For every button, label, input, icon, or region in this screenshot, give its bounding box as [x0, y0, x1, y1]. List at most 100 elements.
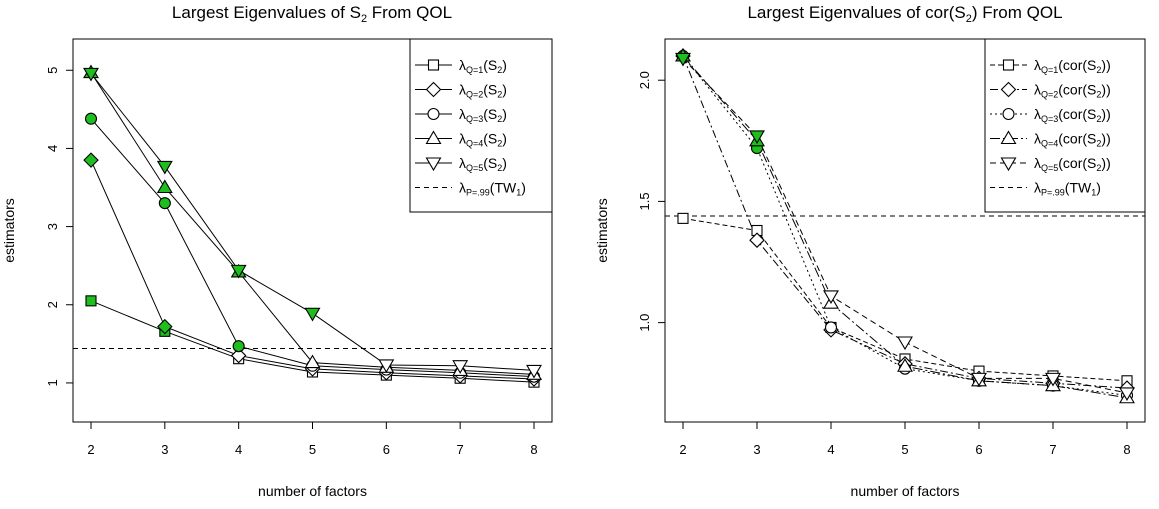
data-point-q3 — [84, 112, 98, 125]
legend-marker-series-q1 — [1002, 59, 1015, 71]
data-point-q5 — [378, 359, 395, 374]
legend-symbol: λ — [1034, 57, 1041, 73]
y-tick-label: 5 — [45, 67, 60, 74]
chart-title-tail: From QOL — [367, 3, 452, 22]
legend-argument: (cor(S — [1058, 155, 1096, 171]
legend-label-series-q5: λQ=5(cor(S2)) — [1034, 155, 1111, 173]
legend-argument-subscript: 2 — [1096, 65, 1101, 75]
legend-argument-subscript: 2 — [497, 90, 502, 100]
y-tick-label: 2.0 — [637, 71, 652, 89]
legend-subscript: Q=5 — [466, 163, 483, 173]
data-point-q5 — [1045, 372, 1061, 387]
legend-argument-subscript: 1 — [516, 188, 521, 198]
chart-title: Largest Eigenvalues of S2 From QOL — [172, 3, 452, 25]
legend-marker-series-q3 — [1002, 107, 1015, 121]
legend-argument-subscript: 2 — [497, 139, 502, 149]
legend-argument: (S — [483, 131, 497, 147]
legend-symbol: λ — [1034, 106, 1041, 122]
chart-title-main: Largest Eigenvalues of S — [172, 3, 361, 22]
legend-close: )) — [1101, 106, 1110, 122]
legend-close: )) — [1101, 82, 1110, 98]
legend-subscript: P=.99 — [1041, 188, 1065, 198]
y-tick-label: 4 — [45, 145, 60, 152]
legend-marker-series-q4 — [425, 130, 442, 145]
x-tick-label: 3 — [753, 442, 760, 457]
legend-label-series-q4: λQ=4(S2) — [459, 131, 507, 149]
legend-label-series-q3: λQ=3(S2) — [459, 106, 507, 124]
x-tick-label: 5 — [309, 442, 316, 457]
x-tick-label: 7 — [1049, 442, 1056, 457]
legend-close: ) — [521, 180, 526, 196]
x-tick-label: 6 — [383, 442, 390, 457]
legend-subscript: Q=4 — [466, 139, 483, 149]
x-tick-label: 2 — [87, 442, 94, 457]
legend-argument-subscript: 2 — [1096, 90, 1101, 100]
legend-symbol: λ — [1034, 131, 1041, 147]
x-tick-label: 4 — [827, 442, 834, 457]
data-point-q5 — [156, 160, 173, 175]
legend-label-series-q3: λQ=3(cor(S2)) — [1034, 106, 1111, 124]
data-point-q1 — [85, 295, 97, 307]
legend-close: ) — [502, 82, 507, 98]
legend-argument: (S — [483, 155, 497, 171]
legend-marker-series-q2 — [425, 81, 442, 98]
x-tick-label: 8 — [1123, 442, 1130, 457]
legend-argument-subscript: 2 — [1096, 139, 1101, 149]
legend-marker-series-q2 — [1000, 81, 1017, 98]
legend-label-series-q4: λQ=4(cor(S2)) — [1034, 131, 1111, 149]
legend-symbol: λ — [459, 131, 466, 147]
data-point-q2 — [83, 152, 99, 168]
x-tick-label: 7 — [457, 442, 464, 457]
legend-subscript: Q=2 — [1041, 90, 1058, 100]
legend-symbol: λ — [459, 82, 466, 98]
x-tick-label: 3 — [161, 442, 168, 457]
data-point-q2 — [749, 232, 765, 248]
data-point-q2 — [157, 318, 173, 335]
x-tick-label: 2 — [679, 442, 686, 457]
legend-symbol: λ — [1034, 155, 1041, 171]
data-point-q5 — [749, 130, 765, 145]
legend-argument-subscript: 2 — [1096, 114, 1101, 124]
data-point-q5 — [526, 364, 542, 379]
data-point-q5 — [452, 360, 469, 374]
data-point-q5 — [304, 307, 321, 322]
legend-argument-subscript: 2 — [497, 114, 502, 124]
x-axis-label: number of factors — [258, 483, 367, 499]
legend-close: ) — [502, 155, 507, 171]
legend-argument-subscript: 2 — [1096, 163, 1101, 173]
legend-close: ) — [502, 57, 507, 73]
legend-subscript: Q=1 — [1041, 65, 1058, 75]
legend-argument: (cor(S — [1058, 131, 1096, 147]
legend-subscript: Q=1 — [466, 65, 483, 75]
data-point-q5 — [230, 264, 247, 279]
legend-argument: (S — [483, 106, 497, 122]
legend-label-series-q1: λQ=1(S2) — [459, 57, 507, 75]
legend-close: ) — [502, 131, 507, 147]
legend-subscript: Q=2 — [466, 90, 483, 100]
legend-symbol: λ — [1034, 180, 1041, 196]
data-point-q5 — [971, 372, 987, 387]
y-tick-label: 1.5 — [637, 192, 652, 210]
legend-label-series-q2: λQ=2(S2) — [459, 82, 507, 100]
legend-close: )) — [1101, 155, 1110, 171]
y-axis-label: estimators — [1, 198, 17, 263]
legend-label-series-q5: λQ=5(S2) — [459, 155, 507, 173]
legend-marker-series-q1 — [427, 59, 440, 71]
x-axis-label: number of factors — [851, 483, 960, 499]
legend-label-series-q2: λQ=2(cor(S2)) — [1034, 82, 1111, 100]
chart-title-main: Largest Eigenvalues of cor(S — [747, 3, 965, 22]
legend-argument: (cor(S — [1058, 82, 1096, 98]
data-point-q4 — [897, 358, 913, 372]
data-point-q3 — [232, 340, 245, 353]
x-tick-label: 4 — [235, 442, 242, 457]
legend-label-series-q1: λQ=1(cor(S2)) — [1034, 57, 1111, 75]
legend: λQ=1(S2)λQ=2(S2)λQ=3(S2)λQ=4(S2)λQ=5(S2)… — [409, 38, 553, 213]
data-point-q5 — [675, 52, 691, 67]
legend-label-reference: λP=.99(TW1) — [459, 180, 526, 198]
data-point-q4 — [304, 354, 321, 369]
legend-argument: (TW — [1065, 180, 1092, 196]
y-axis-label: estimators — [594, 198, 610, 263]
legend-marker-series-q5 — [425, 157, 442, 172]
